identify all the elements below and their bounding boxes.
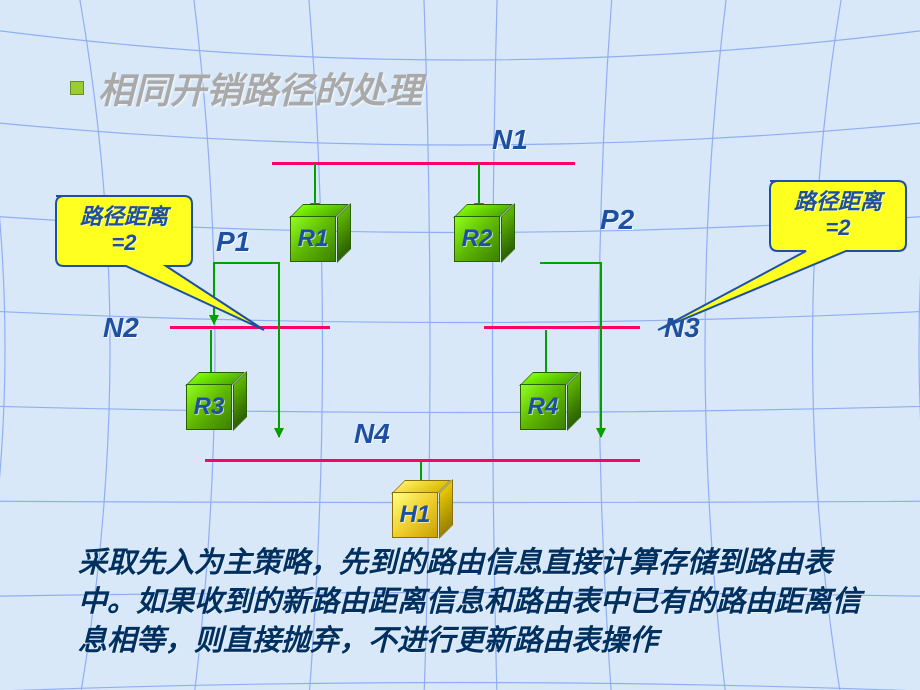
router-r3-label: R3 bbox=[194, 393, 225, 421]
host-h1-label: H1 bbox=[400, 501, 431, 529]
title-row: 相同开销路径的处理 bbox=[70, 62, 422, 114]
path-p2-vertical bbox=[600, 262, 602, 437]
host-h1: H1 bbox=[392, 492, 442, 542]
network-n1-label: N1 bbox=[492, 124, 528, 156]
slide-title: 相同开销路径的处理 bbox=[98, 62, 422, 114]
network-n4-line bbox=[205, 459, 640, 462]
router-r1-label: R1 bbox=[298, 225, 329, 253]
path-p1-vertical bbox=[278, 262, 280, 437]
network-n3-line bbox=[484, 326, 640, 329]
router-r4-label: R4 bbox=[528, 393, 559, 421]
path-p2-h bbox=[540, 262, 602, 264]
footer-text: 采取先入为主策略，先到的路由信息直接计算存储到路由表中。如果收到的新路由距离信息… bbox=[78, 544, 868, 661]
callout-right: 路径距离 =2 bbox=[650, 175, 920, 340]
router-r4: R4 bbox=[520, 384, 570, 434]
bullet-icon bbox=[70, 81, 84, 95]
router-r2-label: R2 bbox=[462, 225, 493, 253]
network-n4-label: N4 bbox=[354, 418, 390, 450]
network-n1-line bbox=[272, 162, 575, 165]
callout-left-line1: 路径距离 bbox=[80, 204, 168, 229]
callout-left-line2: =2 bbox=[111, 230, 136, 255]
router-r3: R3 bbox=[186, 384, 236, 434]
router-r2: R2 bbox=[454, 216, 504, 266]
router-r1: R1 bbox=[290, 216, 340, 266]
callout-left: 路径距离 =2 bbox=[48, 190, 268, 340]
callout-right-line1: 路径距离 bbox=[794, 189, 882, 214]
path-p2-label: P2 bbox=[600, 204, 634, 236]
callout-right-line2: =2 bbox=[825, 215, 850, 240]
